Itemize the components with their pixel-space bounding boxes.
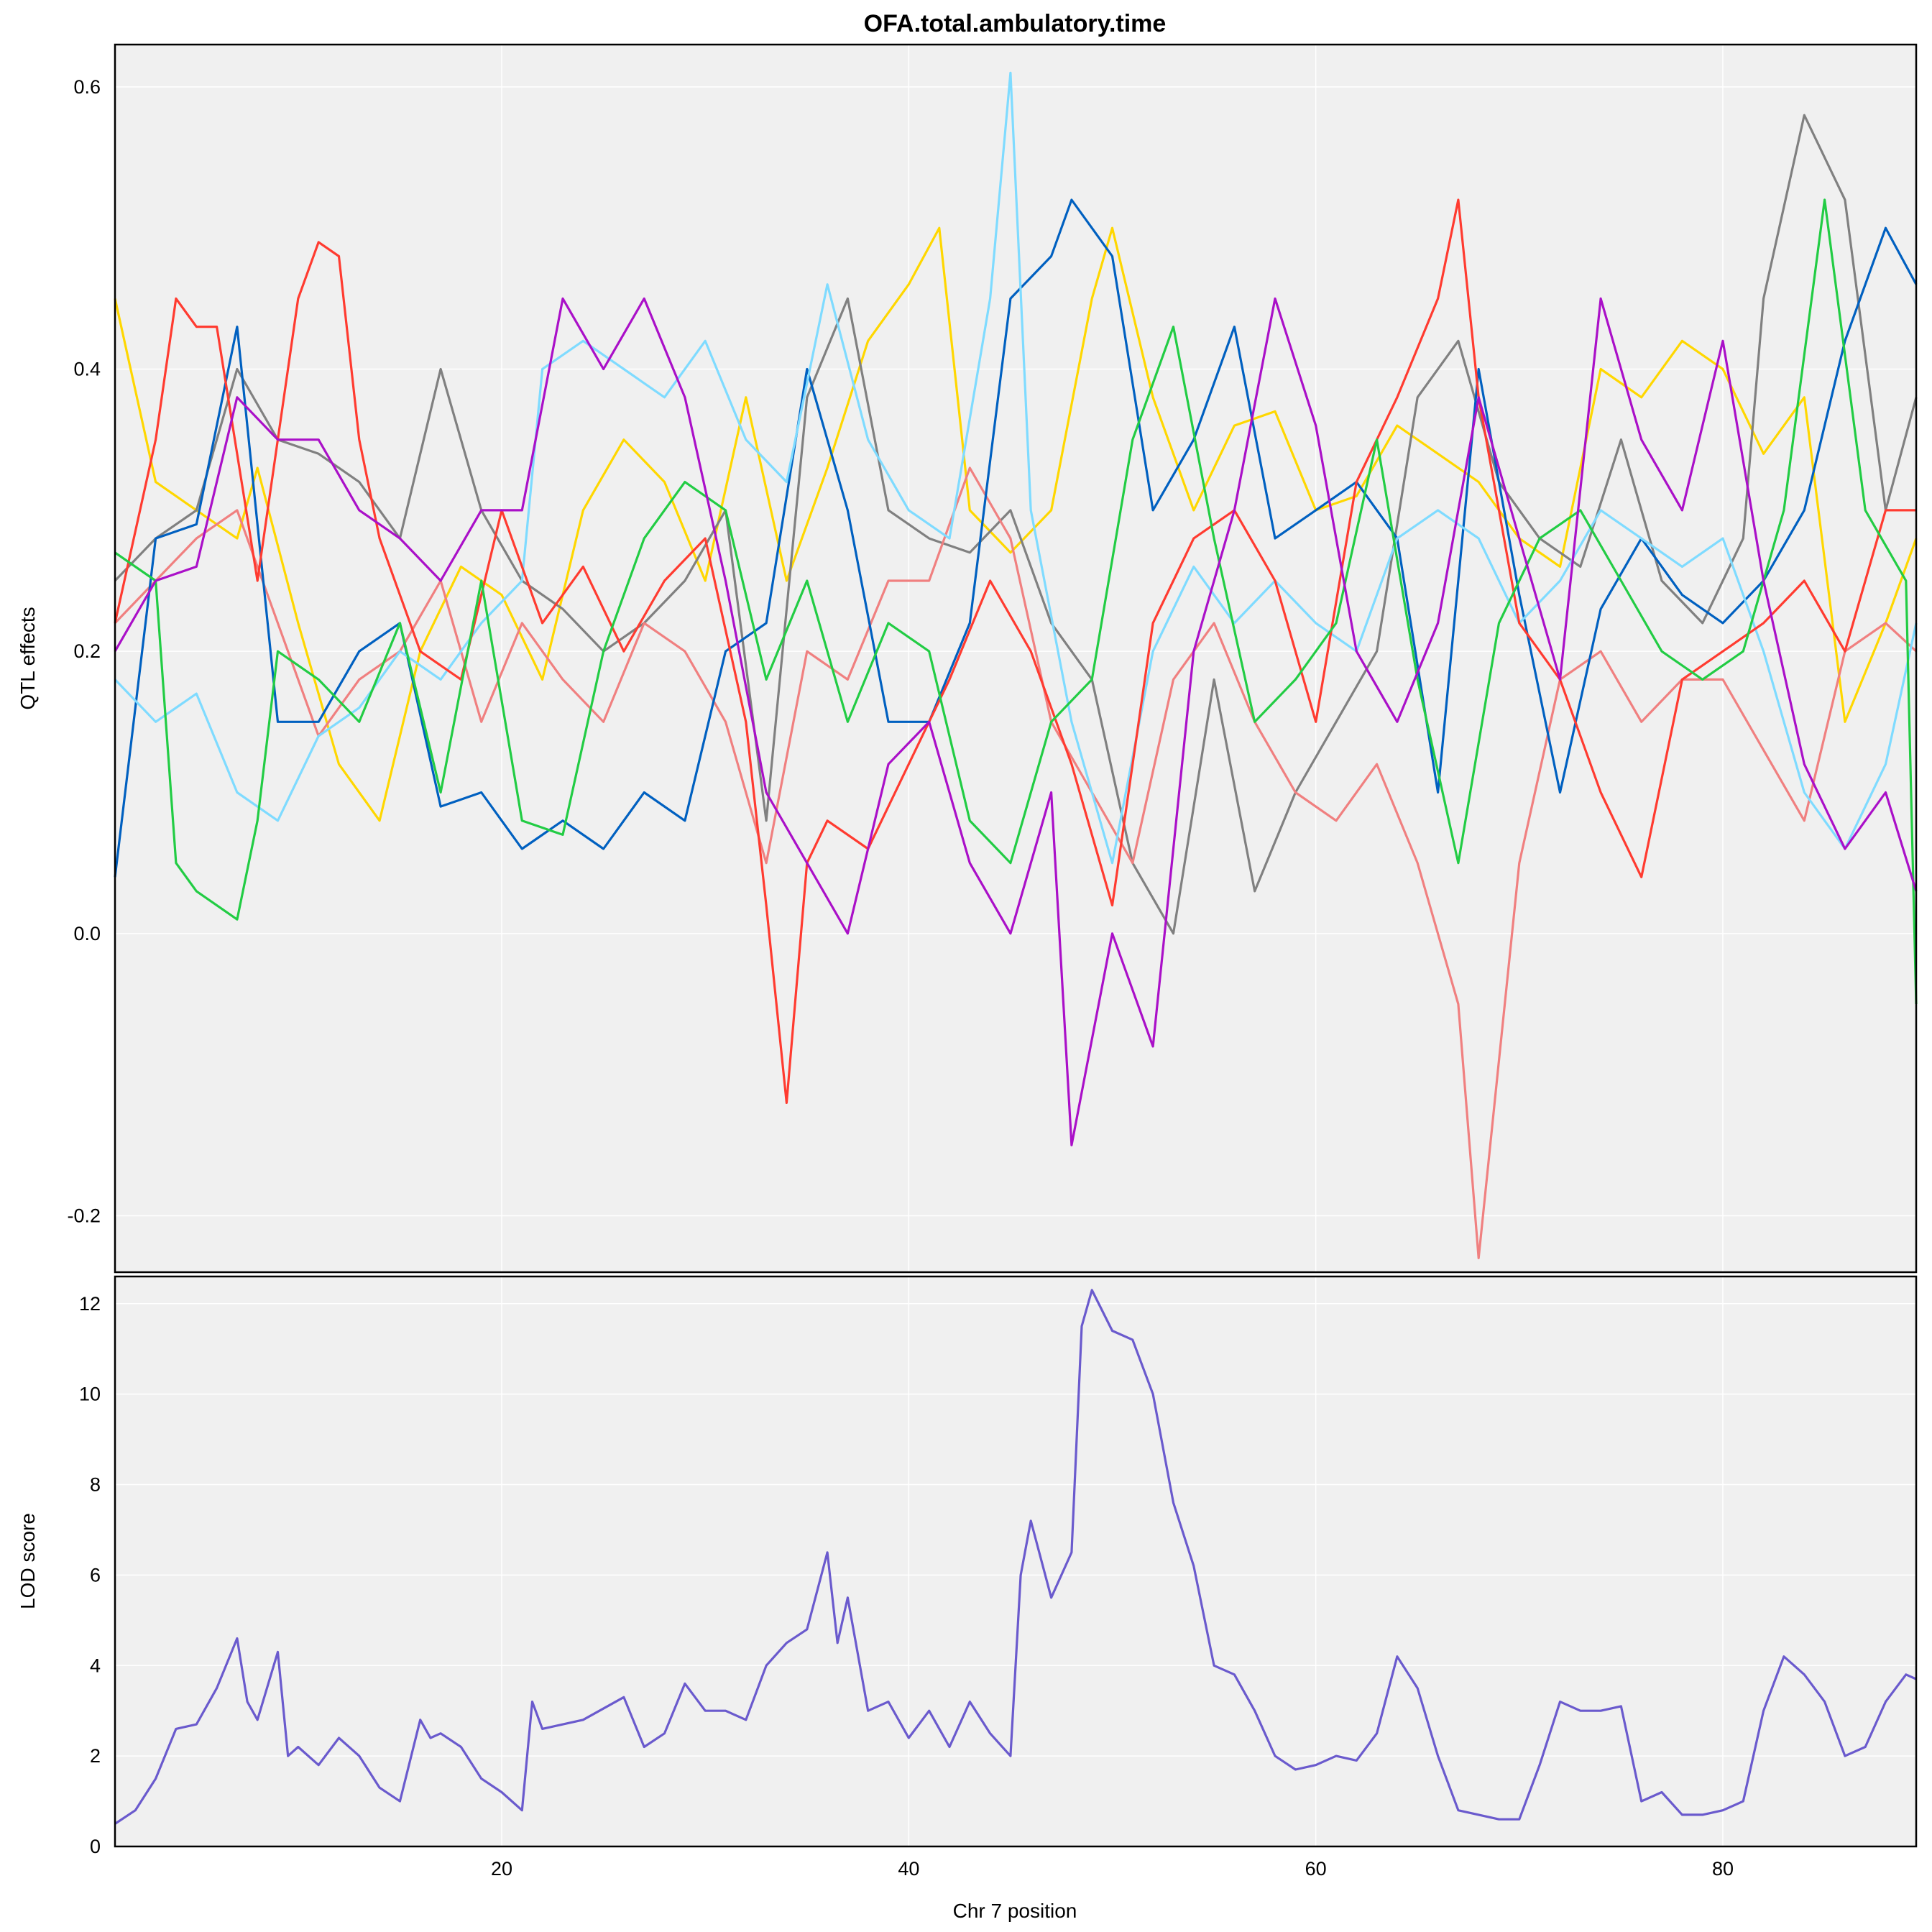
x-tick-label: 20 — [491, 1858, 512, 1880]
lod-series-line-1 — [114, 1289, 1917, 1825]
lod-panel-background — [115, 1276, 1916, 1846]
lod-y-axis-label: LOD score — [17, 1513, 39, 1609]
effects-series-line-8 — [114, 198, 1918, 1005]
effects-y-tick-labels: -0.2 0.0 0.2 0.4 0.6 — [67, 76, 101, 1227]
effects-y-tick-label: 0.4 — [73, 359, 101, 380]
lod-y-tick-label: 6 — [90, 1564, 101, 1586]
lod-panel-frame — [114, 1275, 1918, 1848]
effects-y-tick-label: 0.0 — [73, 923, 101, 944]
effects-panel-series — [114, 71, 1918, 1260]
x-tick-label: 60 — [1305, 1858, 1327, 1880]
effects-y-tick-label: -0.2 — [67, 1205, 101, 1226]
x-tick-labels: 20 40 60 80 — [491, 1858, 1734, 1880]
lod-y-tick-label: 4 — [90, 1655, 101, 1676]
effects-y-tick-label: 0.2 — [73, 640, 101, 662]
effects-panel-background — [115, 45, 1916, 1272]
effects-y-tick-label: 0.6 — [73, 76, 101, 98]
x-tick-label: 40 — [898, 1858, 919, 1880]
lod-y-tick-label: 8 — [90, 1474, 101, 1496]
lod-y-tick-labels: 0 2 4 6 8 10 12 — [79, 1293, 101, 1857]
x-axis-label: Chr 7 position — [953, 1900, 1077, 1922]
effects-series-line-4 — [114, 466, 1918, 1260]
chart-title: OFA.total.ambulatory.time — [864, 10, 1167, 37]
x-tick-label: 80 — [1712, 1858, 1734, 1880]
effects-y-axis-label: QTL effects — [17, 607, 39, 709]
lod-panel-series — [114, 1289, 1917, 1825]
effects-series-line-5 — [114, 198, 1918, 878]
lod-y-tick-label: 2 — [90, 1745, 101, 1767]
effects-series-line-1 — [114, 226, 1918, 822]
effects-series-line-6 — [114, 71, 1918, 865]
effects-panel-frame — [114, 43, 1918, 1274]
lod-y-tick-label: 12 — [79, 1293, 101, 1315]
effects-series-line-2 — [114, 114, 1918, 935]
effects-series-line-9 — [114, 297, 1918, 1146]
lod-y-tick-label: 0 — [90, 1836, 101, 1857]
lod-y-tick-label: 10 — [79, 1384, 101, 1405]
effects-panel-grid — [115, 45, 1916, 1272]
